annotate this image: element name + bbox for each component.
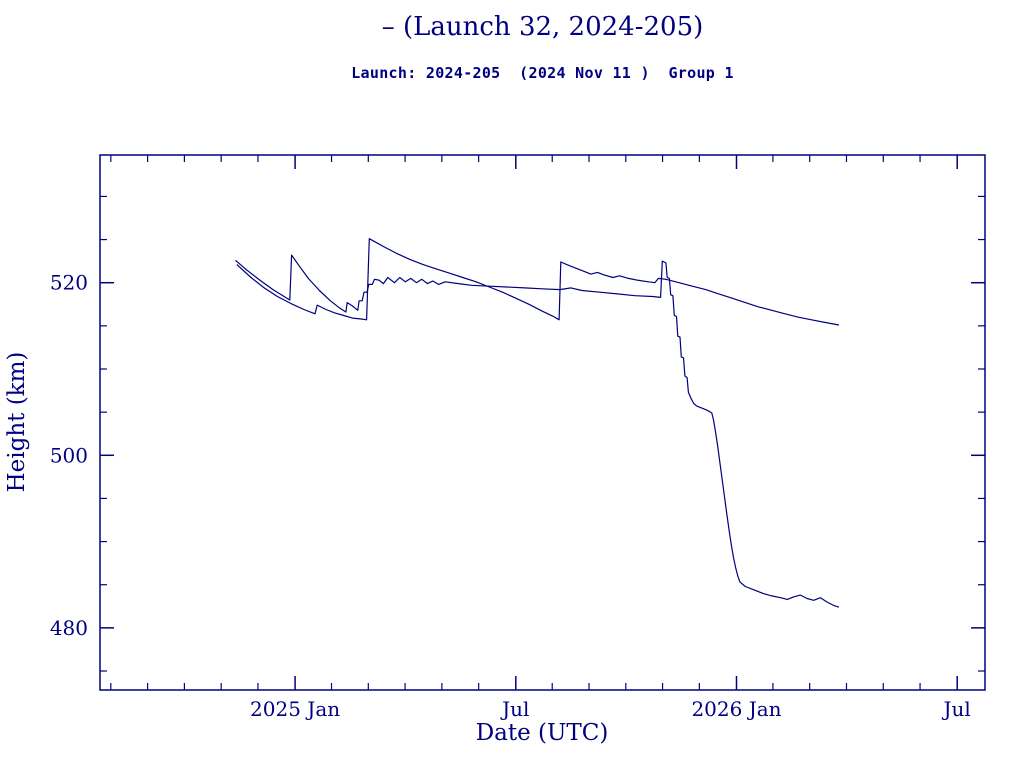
x-tick-label: Jul	[942, 697, 971, 721]
y-tick-label: 480	[50, 616, 88, 640]
x-tick-label: 2025 Jan	[250, 697, 340, 721]
series-line-satellite-1-deorbiting	[235, 254, 840, 608]
x-tick-label: Jul	[500, 697, 529, 721]
chart-subtitle: Launch: 2024-205 (2024 Nov 11 ) Group 1	[351, 64, 734, 82]
y-axis-label: Height (km)	[4, 352, 30, 493]
y-tick-label: 500	[50, 443, 88, 467]
chart-title: – (Launch 32, 2024-205)	[381, 12, 704, 42]
y-tick-label: 520	[50, 271, 88, 295]
series-line-satellite-2	[236, 238, 840, 326]
x-tick-label: 2026 Jan	[691, 697, 781, 721]
plot-area: 2025 Jan Jul 2026 Jan Jul 480 500 520	[50, 154, 986, 721]
plot-frame	[99, 154, 986, 691]
x-axis-label: Date (UTC)	[476, 720, 609, 746]
